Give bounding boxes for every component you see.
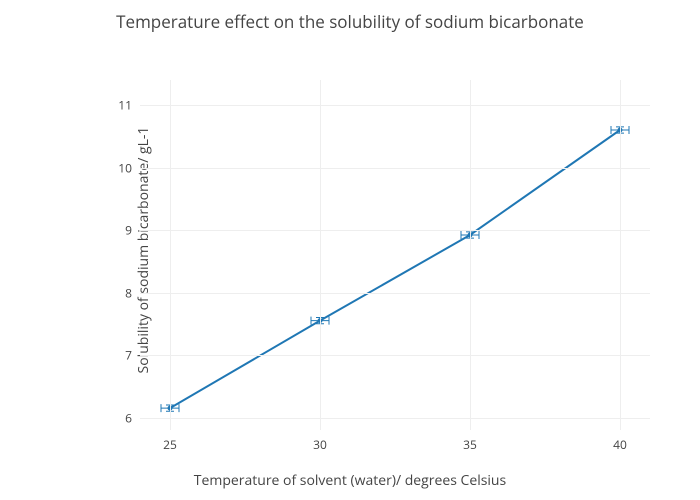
y-tick-label: 10 — [110, 159, 140, 176]
grid-line-v — [470, 80, 471, 430]
x-tick-label: 25 — [163, 436, 177, 453]
y-tick-label: 9 — [110, 222, 140, 239]
x-tick-label: 30 — [313, 436, 327, 453]
y-tick-label: 6 — [110, 409, 140, 426]
grid-line-v — [320, 80, 321, 430]
x-tick-label: 35 — [463, 436, 477, 453]
grid-line-h — [140, 168, 650, 169]
y-tick-label: 7 — [110, 347, 140, 364]
x-axis-label: Temperature of solvent (water)/ degrees … — [0, 471, 700, 490]
data-layer — [140, 80, 650, 430]
grid-line-h — [140, 105, 650, 106]
grid-line-v — [170, 80, 171, 430]
grid-line-h — [140, 355, 650, 356]
y-tick-label: 11 — [110, 97, 140, 114]
data-line — [170, 130, 620, 408]
y-tick-label: 8 — [110, 284, 140, 301]
grid-line-h — [140, 230, 650, 231]
grid-line-v — [620, 80, 621, 430]
chart-title: Temperature effect on the solubility of … — [0, 10, 700, 33]
grid-line-h — [140, 418, 650, 419]
grid-line-h — [140, 293, 650, 294]
x-tick-label: 40 — [613, 436, 627, 453]
plot-area: 2530354067891011 — [140, 80, 650, 430]
